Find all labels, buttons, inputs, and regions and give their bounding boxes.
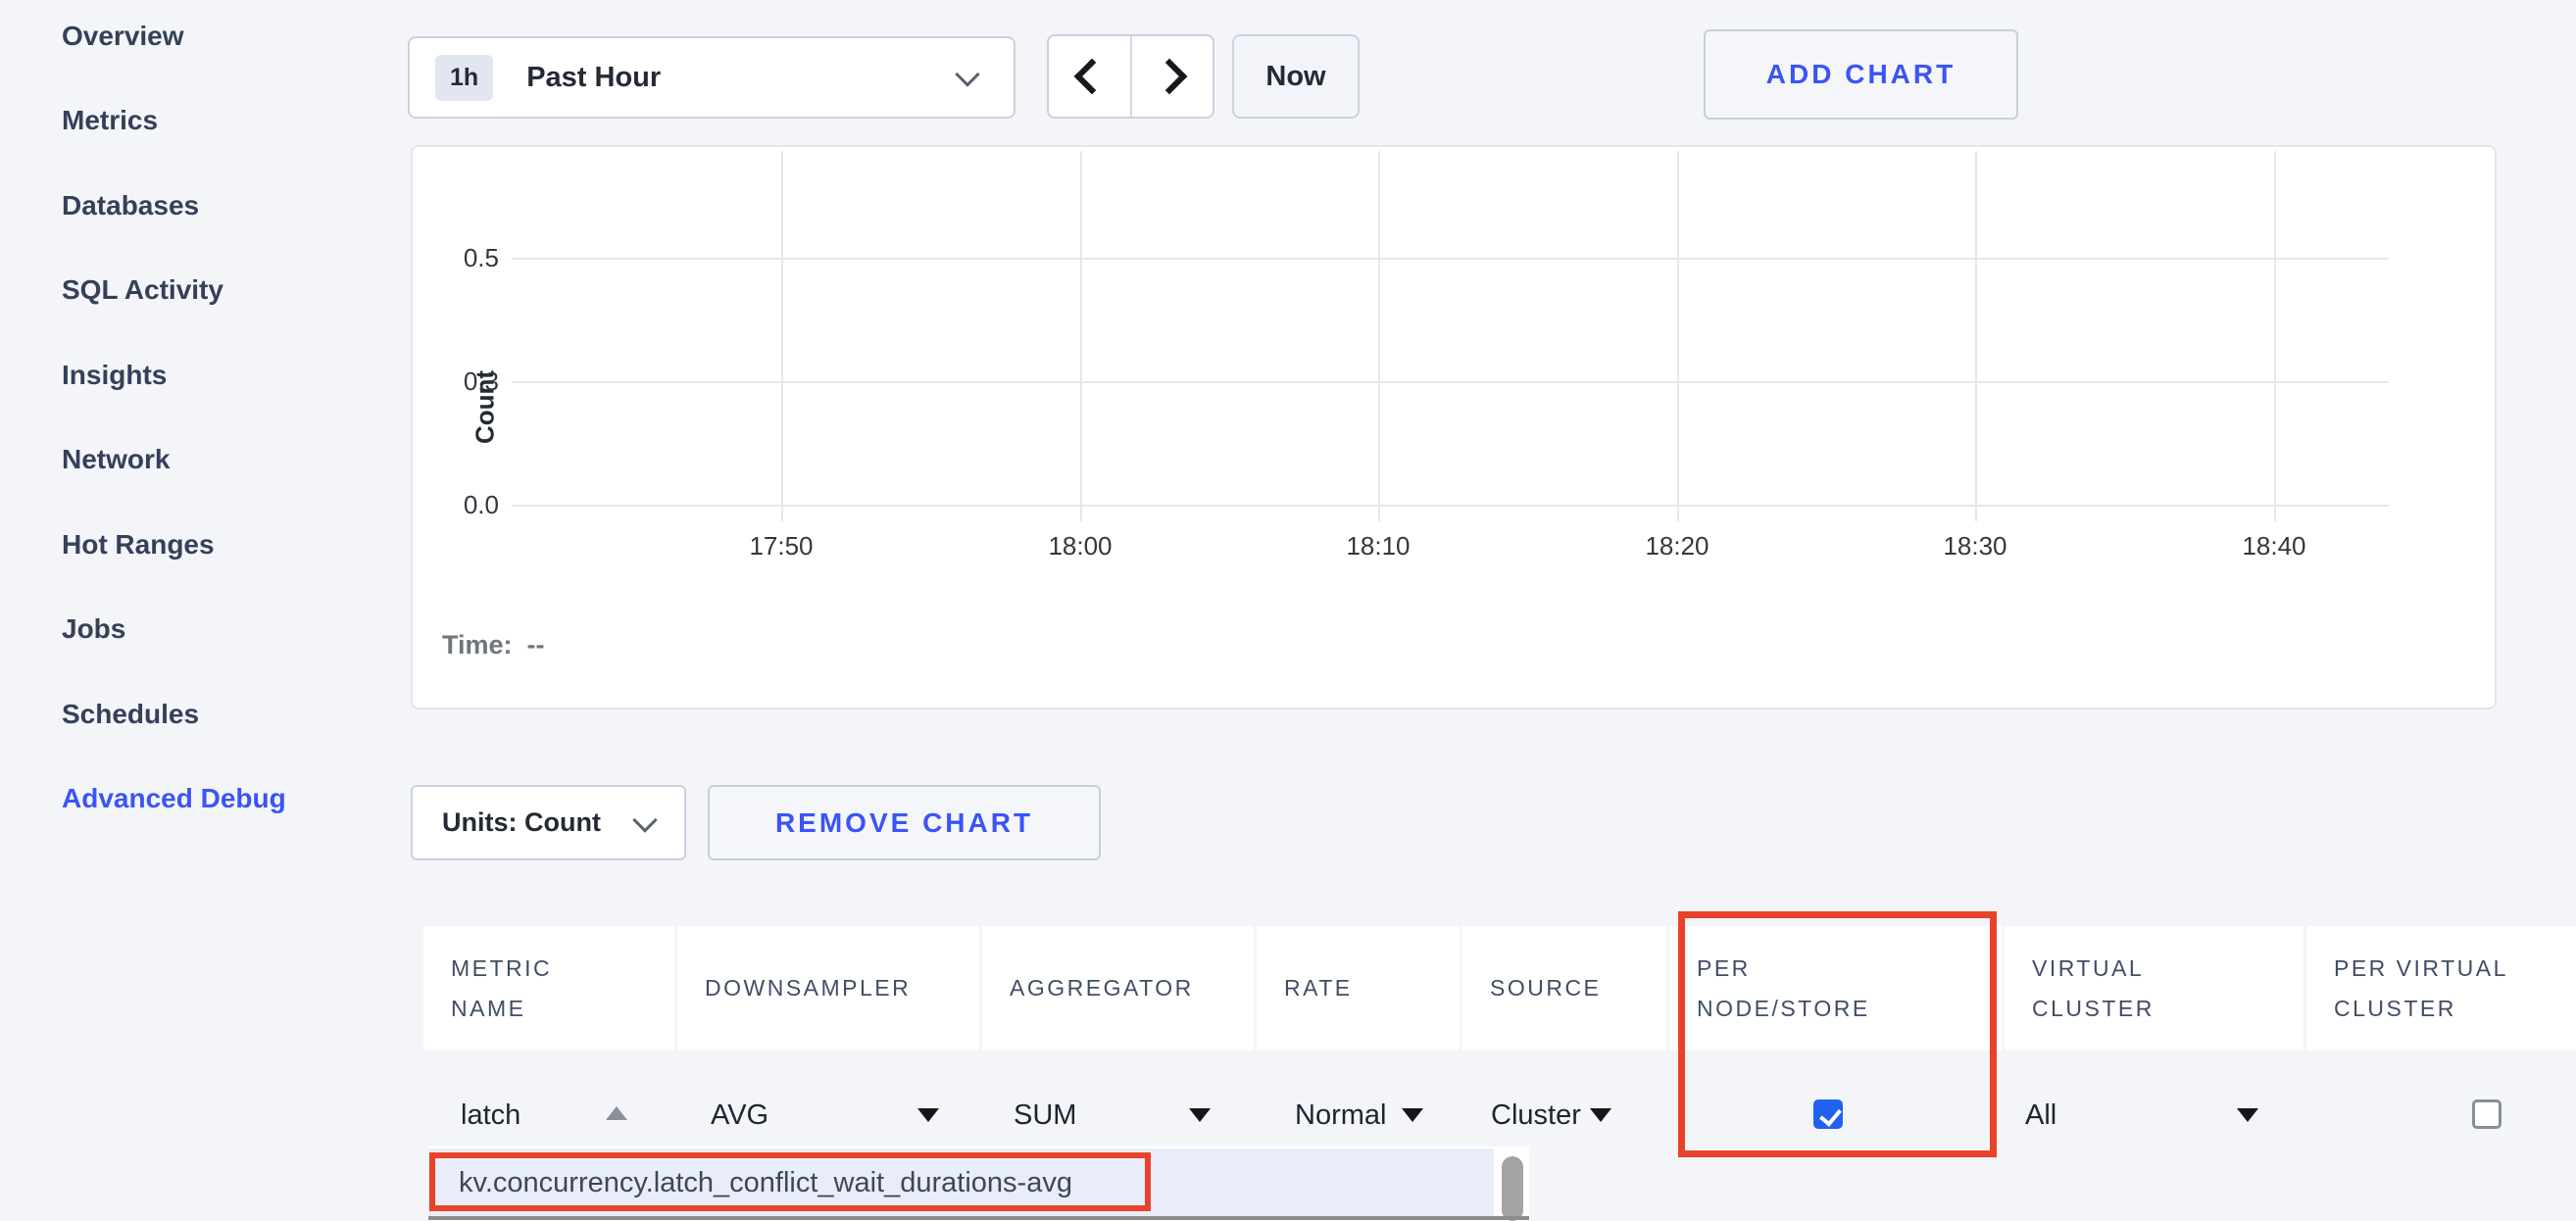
metric-name-input[interactable]: latch (461, 1099, 521, 1131)
x-tick-label: 18:30 (1943, 531, 2007, 561)
next-time-button[interactable] (1129, 36, 1214, 117)
source-select[interactable]: Cluster (1491, 1099, 1581, 1131)
metric-suggestion-item[interactable]: kv.concurrency.latch_conflict_wait_durat… (428, 1148, 1494, 1218)
x-tick-label: 18:20 (1645, 531, 1709, 561)
gridline-v (1677, 151, 1679, 521)
column-header-aggregator: AGGREGATOR (982, 926, 1254, 1050)
sidebar-item-network[interactable]: Network (62, 444, 171, 474)
caret-down-icon[interactable] (1590, 1108, 1611, 1122)
caret-down-icon[interactable] (1402, 1108, 1423, 1122)
time-range-label: Past Hour (526, 61, 662, 93)
column-header-source: SOURCE (1462, 926, 1666, 1050)
dropdown-divider (428, 1216, 1529, 1220)
caret-down-icon[interactable] (917, 1108, 939, 1122)
units-select[interactable]: Units: Count (411, 785, 686, 860)
chevron-down-icon (955, 62, 980, 87)
gridline-v (2274, 151, 2276, 521)
check-icon (1819, 1103, 1842, 1127)
now-button[interactable]: Now (1232, 34, 1360, 119)
sidebar-item-schedules[interactable]: Schedules (62, 699, 200, 729)
hover-time-readout: Time: -- (442, 630, 545, 659)
prev-time-button[interactable] (1049, 36, 1130, 117)
gridline-h (512, 505, 2389, 507)
aggregator-select[interactable]: SUM (1014, 1099, 1077, 1131)
y-tick-label: 0.3 (463, 366, 499, 396)
gridline-v (1080, 151, 1082, 521)
gridline-v (1378, 151, 1380, 521)
gridline-h (512, 381, 2389, 383)
downsampler-select[interactable]: AVG (711, 1099, 769, 1131)
column-header-metric-name: METRIC NAME (423, 926, 674, 1050)
column-header-downsampler: DOWNSAMPLER (677, 926, 979, 1050)
add-chart-button[interactable]: ADD CHART (1704, 29, 2018, 120)
caret-up-icon[interactable] (606, 1106, 627, 1120)
x-tick-label: 18:00 (1048, 531, 1113, 561)
sidebar-item-jobs[interactable]: Jobs (62, 613, 126, 644)
caret-down-icon[interactable] (2237, 1108, 2258, 1122)
y-tick-label: 0.0 (463, 490, 499, 519)
y-axis-label: Count (470, 369, 500, 445)
gridline-v (1975, 151, 1977, 521)
time-range-badge: 1h (435, 54, 494, 101)
chevron-down-icon (632, 806, 658, 833)
remove-chart-button[interactable]: REMOVE CHART (708, 785, 1101, 860)
time-nav-buttons (1047, 34, 1214, 119)
sidebar-item-advanced-debug[interactable]: Advanced Debug (62, 783, 286, 813)
sidebar-item-hot-ranges[interactable]: Hot Ranges (62, 529, 215, 560)
column-header-per-virtual-cluster: PER VIRTUAL CLUSTER (2306, 926, 2576, 1050)
dropdown-scrollbar[interactable] (1502, 1156, 1523, 1221)
x-tick-label: 18:40 (2242, 531, 2306, 561)
chevron-left-icon (1073, 58, 1111, 95)
caret-down-icon[interactable] (1189, 1108, 1211, 1122)
column-header-per-node-store: PER NODE/STORE (1669, 926, 2002, 1050)
units-select-label: Units: Count (442, 807, 601, 837)
per-node-store-checkbox[interactable] (1813, 1099, 1843, 1129)
sidebar-item-databases[interactable]: Databases (62, 190, 200, 220)
column-header-virtual-cluster: VIRTUAL CLUSTER (2005, 926, 2304, 1050)
y-tick-label: 0.5 (463, 243, 499, 272)
chevron-right-icon (1151, 58, 1188, 95)
sidebar-item-sql-activity[interactable]: SQL Activity (62, 274, 223, 305)
time-range-picker[interactable]: 1h Past Hour (408, 36, 1016, 119)
metric-suggestions-dropdown: kv.concurrency.latch_conflict_wait_durat… (428, 1147, 1529, 1221)
sidebar-item-overview[interactable]: Overview (62, 21, 184, 51)
gridline-h (512, 258, 2389, 260)
chart-card: Count 0.5 0.3 0.0 17:50 18:00 18:10 18:2… (411, 145, 2497, 709)
column-header-rate: RATE (1257, 926, 1460, 1050)
virtual-cluster-select[interactable]: All (2025, 1099, 2057, 1131)
x-tick-label: 17:50 (749, 531, 814, 561)
rate-select[interactable]: Normal (1295, 1099, 1387, 1131)
gridline-v (781, 151, 783, 521)
sidebar-item-metrics[interactable]: Metrics (62, 105, 159, 135)
sidebar-item-insights[interactable]: Insights (62, 360, 168, 390)
per-virtual-cluster-checkbox[interactable] (2472, 1099, 2502, 1129)
x-tick-label: 18:10 (1346, 531, 1411, 561)
